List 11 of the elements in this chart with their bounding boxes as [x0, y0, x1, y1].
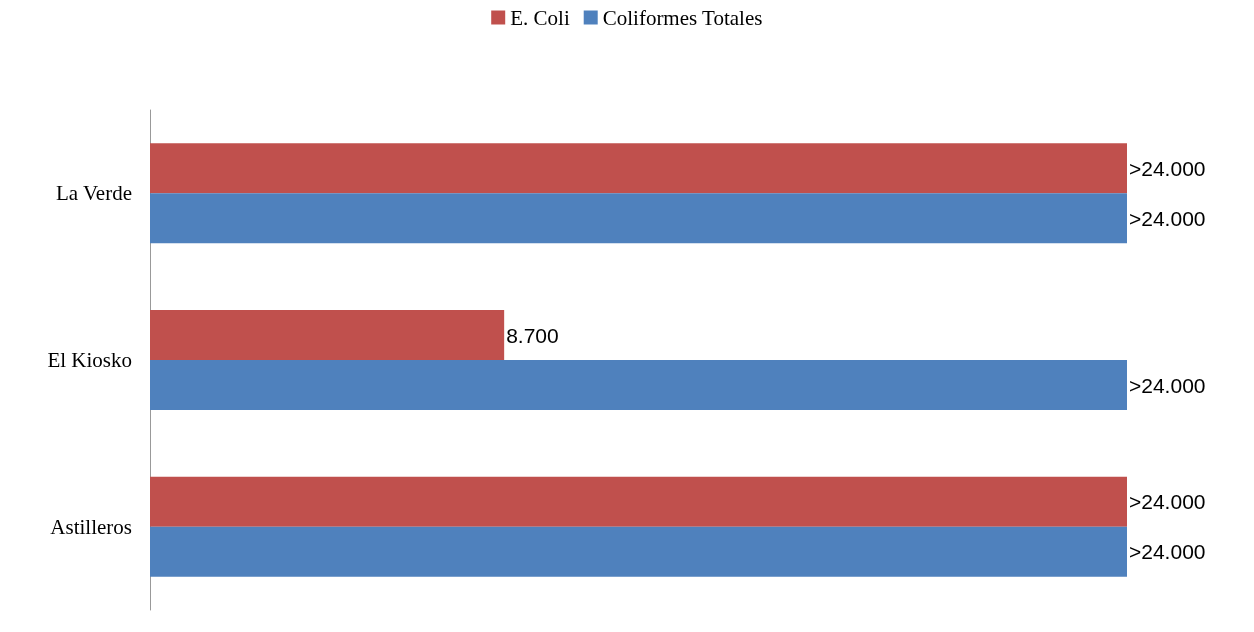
legend-label: E. Coli — [510, 5, 570, 30]
data-label: >24.000 — [1129, 373, 1206, 397]
data-label: 8.700 — [506, 323, 559, 347]
legend-label: Coliformes Totales — [602, 5, 763, 30]
y-tick-label: Astilleros — [50, 514, 132, 539]
y-tick-label: La Verde — [56, 181, 132, 206]
y-tick-label: El Kiosko — [47, 348, 132, 372]
data-label: >24.000 — [1129, 490, 1206, 514]
data-label: >24.000 — [1129, 156, 1206, 180]
data-label: >24.000 — [1129, 540, 1206, 564]
data-label: >24.000 — [1129, 206, 1206, 230]
